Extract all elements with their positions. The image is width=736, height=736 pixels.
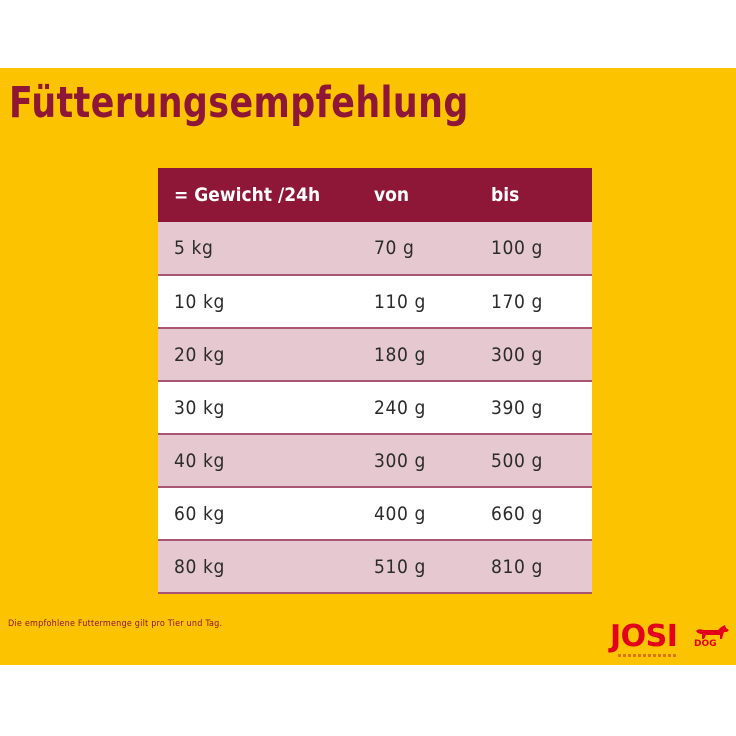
- cell-to: 100 g: [491, 237, 543, 259]
- cell-from: 300 g: [374, 449, 426, 472]
- cell-weight: 40 kg: [174, 449, 225, 472]
- cell-from: 400 g: [374, 502, 426, 525]
- header-weight: = Gewicht /24h: [174, 184, 321, 206]
- page-title: Fütterungsempfehlung: [9, 78, 469, 128]
- logo-underline: [618, 654, 678, 657]
- cell-from: 180 g: [374, 343, 426, 366]
- table-row: 30 kg 240 g 390 g: [158, 381, 592, 434]
- cell-from: 110 g: [374, 290, 426, 313]
- footnote: Die empfohlene Futtermenge gilt pro Tier…: [8, 619, 223, 629]
- cell-to: 660 g: [491, 502, 543, 525]
- cell-from: 70 g: [374, 237, 415, 259]
- cell-from: 240 g: [374, 396, 426, 419]
- logo-wordmark: JOSI: [610, 619, 678, 654]
- cell-weight: 5 kg: [174, 237, 214, 259]
- cell-to: 300 g: [491, 343, 543, 366]
- table-row: 40 kg 300 g 500 g: [158, 434, 592, 487]
- cell-weight: 80 kg: [174, 555, 225, 578]
- brand-logo: JOSI DOG: [610, 620, 730, 660]
- cell-weight: 60 kg: [174, 502, 225, 525]
- table-row: 10 kg 110 g 170 g: [158, 275, 592, 328]
- logo-suffix: DOG: [694, 639, 717, 649]
- cell-weight: 10 kg: [174, 290, 225, 313]
- table-row: 5 kg 70 g 100 g: [158, 222, 592, 275]
- dog-icon: [696, 625, 729, 639]
- header-from: von: [374, 184, 410, 206]
- content-panel: Fütterungsempfehlung = Gewicht /24h von …: [0, 68, 736, 665]
- table-row: 20 kg 180 g 300 g: [158, 328, 592, 381]
- cell-to: 170 g: [491, 290, 543, 313]
- table-row: 60 kg 400 g 660 g: [158, 487, 592, 540]
- cell-to: 500 g: [491, 449, 543, 472]
- cell-to: 810 g: [491, 555, 543, 578]
- cell-weight: 30 kg: [174, 396, 225, 419]
- table-row: 80 kg 510 g 810 g: [158, 540, 592, 593]
- header-to: bis: [491, 184, 520, 206]
- cell-weight: 20 kg: [174, 343, 225, 366]
- feeding-table: = Gewicht /24h von bis 5 kg 70 g 100 g 1…: [158, 168, 592, 594]
- cell-to: 390 g: [491, 396, 543, 419]
- table-header-row: = Gewicht /24h von bis: [158, 168, 592, 222]
- cell-from: 510 g: [374, 555, 426, 578]
